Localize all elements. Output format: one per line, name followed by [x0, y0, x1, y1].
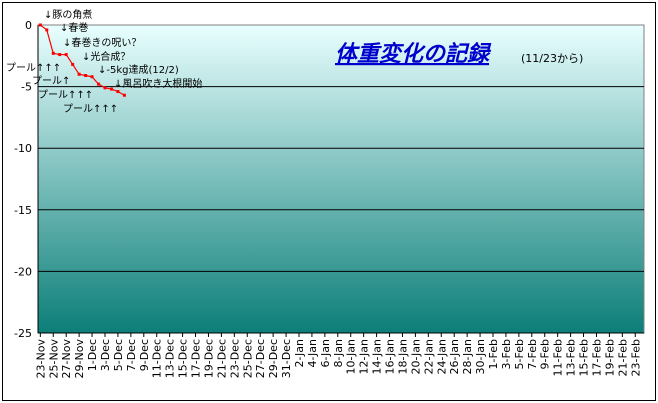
x-tick-label: 12-Jan: [358, 339, 371, 375]
x-tick-label: 5-Feb: [513, 339, 526, 369]
annotation-label: ↓豚の角煮: [44, 9, 92, 21]
x-tick-label: 10-Jan: [345, 339, 358, 375]
x-tick-label: 2-Jan: [293, 339, 306, 368]
x-tick-label: 7-Feb: [526, 339, 539, 369]
chart-subtitle: (11/23から): [521, 52, 583, 65]
x-tick-label: 31-Dec: [280, 339, 293, 378]
x-tick-label: 19-Feb: [603, 339, 616, 376]
x-tick-label: 21-Dec: [215, 339, 228, 378]
data-point: [103, 86, 107, 90]
x-tick-label: 5-Dec: [112, 339, 125, 371]
x-tick-label: 24-Jan: [435, 339, 448, 375]
x-tick-label: 15-Dec: [177, 339, 190, 378]
data-point: [71, 62, 75, 66]
x-tick-label: 9-Feb: [539, 339, 552, 369]
x-tick-label: 3-Dec: [99, 339, 112, 371]
x-tick-label: 23-Dec: [228, 339, 241, 378]
data-point: [109, 87, 113, 91]
x-tick-label: 3-Feb: [500, 339, 513, 369]
x-tick-label: 30-Jan: [474, 339, 487, 375]
annotation-label: ↓春巻: [60, 22, 88, 34]
y-tick-label: 0: [25, 19, 32, 32]
chart: 0 -5 -10 -15 -20 -25 23-Nov 25-Nov 27-Nov 29-Nov…: [6, 9, 645, 379]
y-tick-label: -15: [14, 204, 32, 217]
x-tick-label: 9-Dec: [138, 339, 151, 371]
chart-title-group: 体重変化の記録 (11/23から): [335, 41, 583, 67]
annotation-label: プール↑: [32, 75, 70, 87]
data-point: [122, 93, 126, 97]
annotation-label: ↓光合成？: [82, 50, 130, 63]
x-tick-label: 6-Jan: [319, 339, 332, 368]
x-tick-label: 14-Jan: [371, 339, 384, 375]
x-tick-label: 29-Nov: [73, 339, 86, 379]
annotation-label: ↓風呂吹き大根開始: [114, 77, 202, 90]
x-tick-label: 1-Feb: [487, 339, 500, 369]
x-tick-label: 25-Dec: [241, 339, 254, 378]
x-tick-label: 17-Feb: [590, 339, 603, 376]
x-tick-label: 13-Dec: [164, 339, 177, 378]
x-tick-label: 1-Dec: [86, 339, 99, 371]
plot-area: [37, 24, 645, 334]
x-tick-label: 11-Dec: [151, 339, 164, 378]
annotation-label: プール↑↑↑: [6, 62, 61, 74]
annotation-label: ↓春巻きの呪い？: [63, 37, 141, 49]
x-tick-label: 20-Jan: [409, 339, 422, 375]
x-tick-label: 13-Feb: [565, 339, 578, 376]
x-tick-label: 27-Dec: [254, 339, 267, 378]
x-tick-label: 19-Dec: [202, 339, 215, 378]
x-tick-label: 21-Feb: [616, 339, 629, 376]
y-tick-label: -20: [14, 265, 32, 278]
x-tick-label: 7-Dec: [125, 339, 138, 371]
data-point: [90, 75, 94, 79]
data-point: [64, 53, 68, 57]
y-tick-label: -25: [14, 327, 32, 340]
annotation-label: ↓-5kg達成(12/2): [98, 64, 179, 76]
x-tick-label: 25-Nov: [47, 339, 60, 379]
data-point: [45, 28, 49, 32]
x-tick-label: 22-Jan: [422, 339, 435, 375]
x-tick-label: 27-Nov: [60, 339, 73, 379]
x-tick-label: 28-Jan: [461, 339, 474, 375]
data-point: [116, 90, 120, 94]
y-tick-label: -10: [14, 142, 32, 155]
annotation-label: プール↑↑↑: [38, 89, 93, 101]
x-tick-label: 4-Jan: [306, 339, 319, 368]
x-tick-label: 8-Jan: [332, 339, 345, 368]
x-tick-label: 23-Feb: [629, 339, 642, 376]
data-point: [58, 53, 62, 57]
y-tick-label: -5: [21, 81, 32, 94]
data-point: [97, 82, 101, 86]
data-point: [51, 51, 55, 55]
data-point: [77, 72, 81, 76]
x-tick-label: 15-Feb: [578, 339, 591, 376]
annotation-label: プール↑↑↑: [63, 103, 118, 115]
x-tick-label: 26-Jan: [448, 339, 461, 375]
x-tick-label: 29-Dec: [267, 339, 280, 378]
x-tick-label: 16-Jan: [384, 339, 397, 375]
x-tick-label: 11-Feb: [552, 339, 565, 376]
x-tick-label: 23-Nov: [34, 339, 47, 379]
data-point: [84, 74, 88, 78]
data-point: [38, 23, 42, 27]
x-tick-label: 18-Jan: [396, 339, 409, 375]
x-tick-label: 17-Dec: [190, 339, 203, 378]
chart-title: 体重変化の記録: [335, 41, 492, 67]
